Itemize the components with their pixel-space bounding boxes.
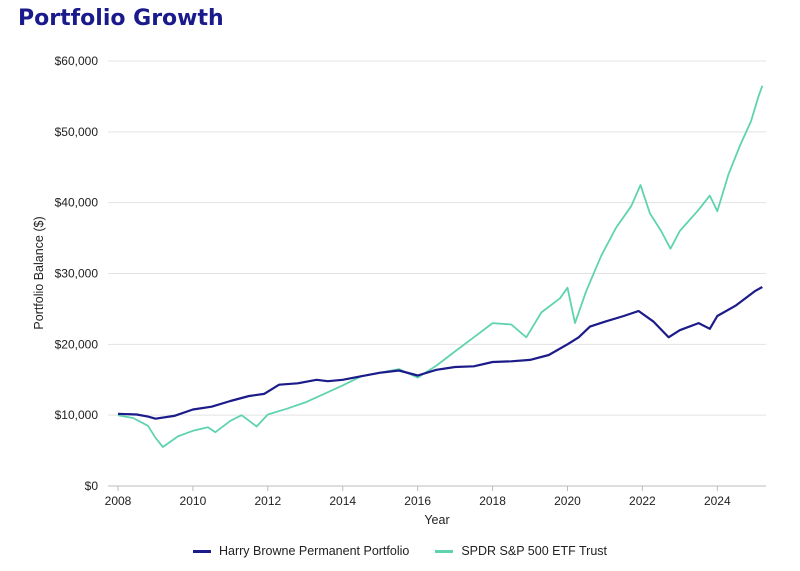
chart-title: Portfolio Growth — [18, 6, 224, 31]
y-axis-label: Portfolio Balance ($) — [32, 216, 46, 329]
x-tick-label: 2020 — [554, 494, 581, 508]
y-tick-label: $0 — [85, 479, 99, 493]
series-lines — [117, 85, 764, 448]
y-tick-label: $50,000 — [55, 125, 99, 139]
y-tick-label: $30,000 — [55, 267, 99, 281]
y-tick-label: $60,000 — [55, 54, 99, 68]
y-tick-label: $20,000 — [55, 337, 99, 351]
series-line-spy — [117, 85, 764, 448]
x-tick-label: 2014 — [329, 494, 356, 508]
x-tick-label: 2024 — [704, 494, 731, 508]
legend: Harry Browne Permanent Portfolio SPDR S&… — [0, 544, 800, 558]
x-tick-label: 2008 — [105, 494, 132, 508]
legend-swatch-hbpp — [192, 549, 211, 553]
legend-item-spy: SPDR S&P 500 ETF Trust — [435, 544, 607, 558]
y-tick-labels: $0 $10,000 $20,000 $30,000 $40,000 $50,000 $60… — [55, 54, 99, 493]
x-tick-label: 2012 — [254, 494, 281, 508]
legend-label-spy: SPDR S&P 500 ETF Trust — [461, 544, 607, 558]
legend-label-hbpp: Harry Browne Permanent Portfolio — [218, 544, 410, 558]
y-tick-label: $40,000 — [55, 196, 99, 210]
series-line-hbpp — [117, 286, 763, 420]
x-tick-label: 2010 — [180, 494, 207, 508]
y-tick-label: $10,000 — [55, 408, 99, 422]
x-tick-label: 2018 — [479, 494, 506, 508]
x-tick-label: 2022 — [629, 494, 656, 508]
x-tick-label: 2016 — [404, 494, 431, 508]
legend-swatch-spy — [435, 549, 454, 553]
x-tick-labels: 2008 2010 2012 2014 2016 2018 2020 2022 2024 — [105, 486, 731, 508]
x-axis-label: Year — [424, 513, 449, 527]
grid-lines — [108, 60, 766, 487]
legend-item-hbpp: Harry Browne Permanent Portfolio — [192, 544, 410, 558]
